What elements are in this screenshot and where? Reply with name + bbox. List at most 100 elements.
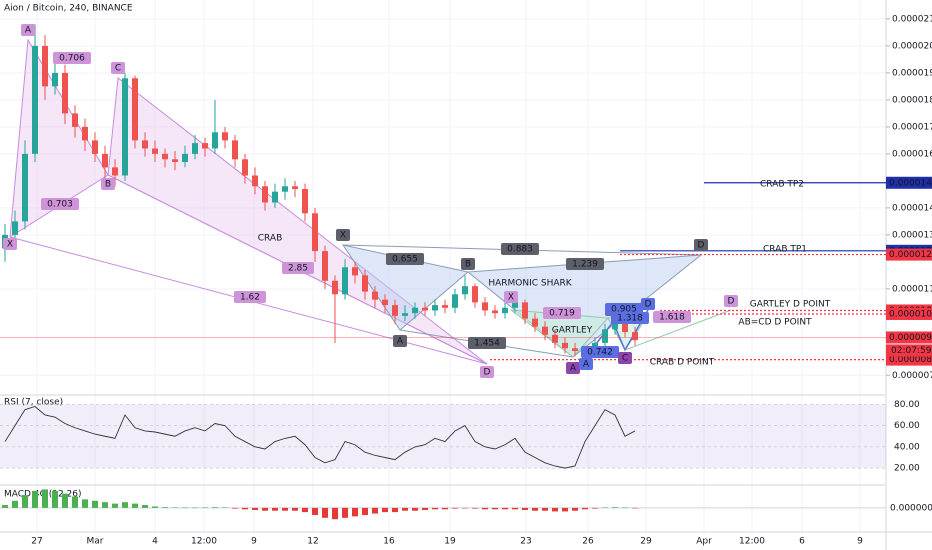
candle-body (312, 213, 318, 252)
candle-body (202, 143, 208, 149)
candle (482, 296, 488, 316)
candle-body (42, 45, 48, 87)
annotation-box (461, 258, 475, 270)
candle (142, 132, 148, 157)
candle (502, 302, 508, 319)
annotation-box (468, 337, 506, 349)
rsi-line (4, 405, 636, 469)
macd-bar (32, 490, 38, 508)
candle-body (22, 153, 28, 222)
candle-body (572, 348, 578, 351)
countdown: 02:07:59 (891, 346, 932, 356)
candle-body (412, 307, 418, 314)
price-label-bg (886, 307, 932, 320)
x-tick-label: 23 (520, 537, 531, 547)
macd-bar (112, 503, 118, 508)
macd-bar (212, 507, 218, 508)
candle-body (152, 148, 158, 154)
candle-body (302, 188, 308, 214)
rsi-tick-label: 60.00 (894, 421, 920, 431)
annotation: 0.703 (47, 200, 73, 210)
crab-lines (9, 174, 488, 365)
candle (92, 132, 98, 162)
annotation: C (622, 354, 628, 364)
macd-bar (412, 507, 418, 511)
candle (42, 35, 48, 100)
candle (572, 342, 578, 357)
candle-body (442, 305, 448, 308)
annotation-box (53, 52, 91, 64)
x-tick-label: Apr (696, 537, 712, 547)
candle (322, 245, 328, 289)
rsi-tick-label: 40.00 (894, 442, 920, 452)
chart-title: Aion / Bitcoin, 240, BINANCE (4, 4, 133, 14)
annotation-box (3, 238, 17, 250)
candle-body (62, 72, 68, 114)
annotation: D (728, 297, 735, 307)
candle-body (162, 153, 168, 160)
candle-body (212, 132, 218, 149)
annotation-box (386, 253, 424, 265)
x-tick-label: 19 (444, 537, 456, 547)
candle-body (332, 280, 338, 295)
candle-body (372, 291, 378, 300)
annotation: 0.905 (611, 305, 637, 315)
candle (602, 323, 608, 349)
annotation: CRAB TP2 (760, 180, 804, 190)
macd-bar (362, 507, 368, 515)
x-tick-label: 12 (307, 537, 318, 547)
price-label: 0.00000838 (889, 355, 932, 365)
x-tick-label: 29 (640, 537, 652, 547)
y-tick-label: 0.00001100 (892, 284, 932, 294)
annotation: A (583, 360, 590, 370)
price-label-bg (886, 176, 932, 189)
candle (422, 302, 428, 316)
annotation: 0.706 (59, 54, 85, 64)
macd-bar (572, 507, 578, 511)
annotation-box (724, 295, 738, 307)
rsi-tick-label: 20.00 (894, 464, 920, 474)
annotation: C (115, 64, 121, 74)
macd-bar (532, 507, 538, 511)
candle (352, 261, 358, 284)
annotation: 1.239 (572, 260, 598, 270)
countdown-bg (886, 344, 932, 357)
macd-bar (492, 507, 498, 510)
candle-body (112, 167, 118, 176)
macd-bar (402, 507, 408, 511)
macd-bar (52, 490, 58, 508)
candle (522, 299, 528, 324)
annotation: 1.62 (240, 293, 260, 303)
macd-bar (522, 507, 528, 510)
macd-bar (252, 507, 258, 510)
candle-body (432, 305, 438, 311)
annotation: A (570, 364, 577, 374)
candle (252, 167, 258, 195)
annotation-box (480, 366, 494, 378)
candle (332, 275, 338, 343)
annotation: 2.85 (288, 264, 308, 274)
candle-body (172, 159, 178, 162)
candle-body (342, 267, 348, 295)
candle (182, 145, 188, 168)
candle-body (322, 251, 328, 281)
x-tick-label: 4 (152, 537, 158, 547)
macd-bar (352, 507, 358, 517)
candle-body (382, 299, 388, 306)
annotation-box (111, 62, 125, 74)
candle (262, 180, 268, 211)
candle-body (542, 326, 548, 335)
candle (372, 286, 378, 308)
candle (22, 140, 28, 230)
candle (452, 288, 458, 314)
x-tick-label: 16 (383, 537, 395, 547)
candle-body (252, 175, 258, 187)
macd-bar (102, 502, 108, 508)
annotation: D (698, 241, 705, 251)
candle (272, 183, 278, 208)
candle-body (552, 334, 558, 343)
candle (432, 299, 438, 316)
candle-body (632, 332, 638, 341)
annotation: CRAB D POINT (650, 358, 715, 368)
candle-body (82, 126, 88, 141)
